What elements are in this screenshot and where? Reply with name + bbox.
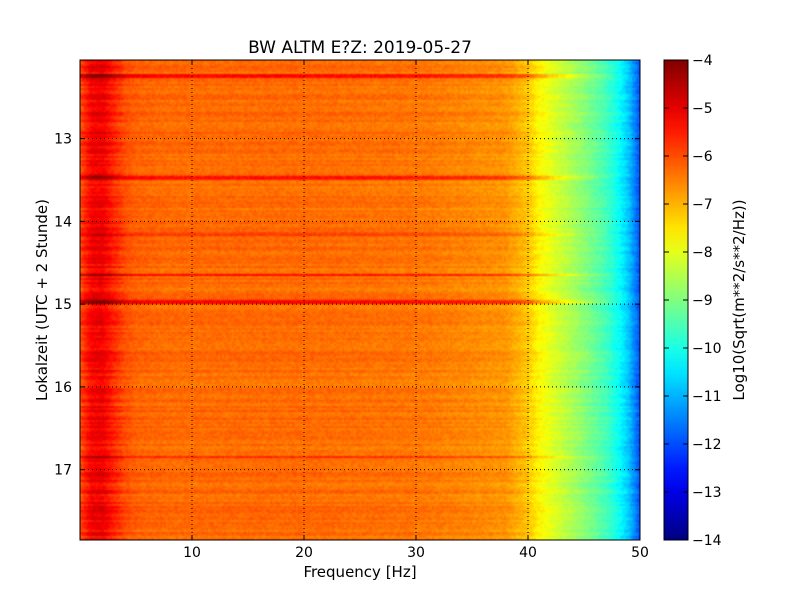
colorbar-tick-label: −8 <box>692 245 713 261</box>
colorbar-tick-label: −7 <box>692 197 713 213</box>
x-tick-label: 40 <box>519 545 537 561</box>
plot-area: 10 20 30 40 50 13 14 15 16 17 <box>54 59 649 561</box>
colorbar-tick-label: −4 <box>692 53 713 69</box>
colorbar-tick-label: −10 <box>692 341 722 357</box>
colorbar-tick-label: −9 <box>692 293 713 309</box>
spectrogram-heatmap <box>80 60 640 540</box>
y-tick-label: 15 <box>54 297 72 313</box>
y-tick-label: 13 <box>54 132 72 148</box>
colorbar-label: Log10(Sqrt(m**2/s**2/Hz)) <box>730 199 748 400</box>
colorbar-tick-label: −5 <box>692 101 713 117</box>
y-axis-label: Lokalzeit (UTC + 2 Stunde) <box>33 199 51 401</box>
x-tick-label: 50 <box>631 545 649 561</box>
x-axis-ticks: 10 20 30 40 50 <box>183 60 649 561</box>
y-tick-label: 16 <box>54 380 72 396</box>
colorbar-tick-label: −11 <box>692 389 722 405</box>
x-tick-label: 10 <box>183 545 201 561</box>
plot-frame <box>79 59 641 541</box>
colorbar-tick-label: −6 <box>692 149 713 165</box>
chart-title: BW ALTM E?Z: 2019-05-27 <box>248 38 472 58</box>
y-axis-ticks: 13 14 15 16 17 <box>54 132 640 479</box>
x-tick-label: 20 <box>295 545 313 561</box>
y-tick-label: 17 <box>54 463 72 479</box>
colorbar: −4 −5 −6 −7 −8 −9 −10 −11 −12 −13 −14 Log10(Sqrt(m… <box>663 53 748 549</box>
colorbar-tick-label: −14 <box>692 533 722 549</box>
colorbar-tick-label: −13 <box>692 485 722 501</box>
x-tick-label: 30 <box>407 545 425 561</box>
colorbar-tick-label: −12 <box>692 437 722 453</box>
y-tick-label: 14 <box>54 214 72 230</box>
x-axis-label: Frequency [Hz] <box>303 563 416 581</box>
colorbar-ticks: −4 −5 −6 −7 −8 −9 −10 −11 −12 −13 −14 <box>664 53 722 549</box>
